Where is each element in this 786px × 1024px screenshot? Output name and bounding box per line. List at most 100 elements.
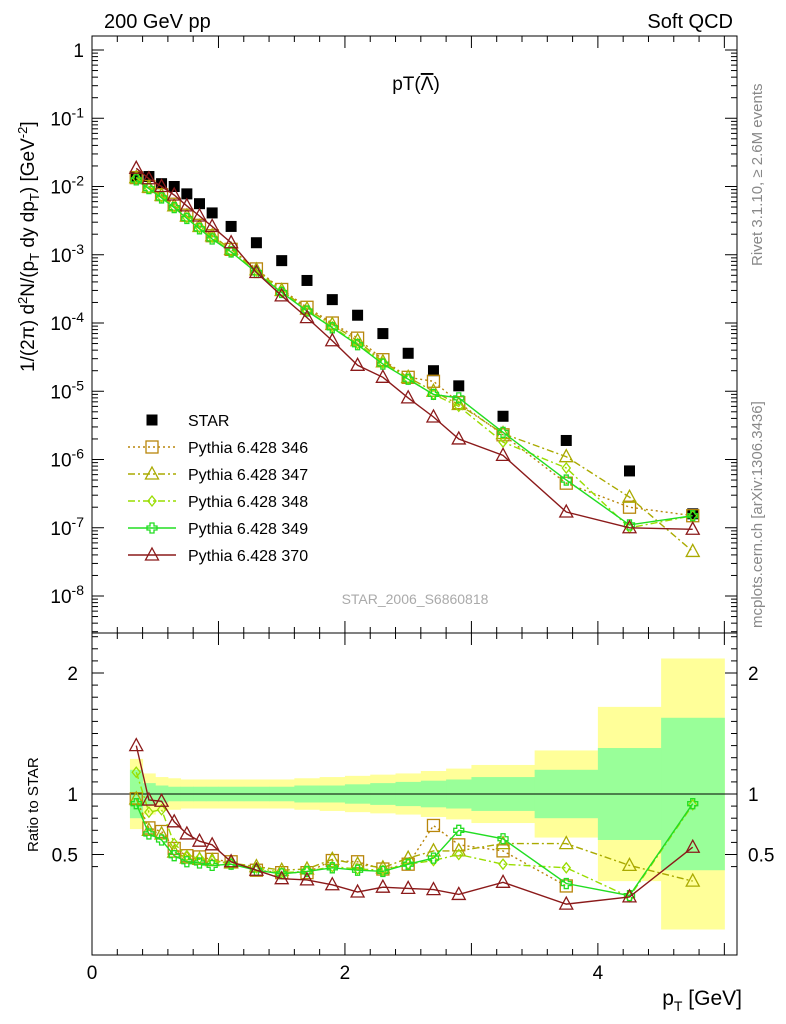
data-point (194, 198, 205, 210)
data-point (621, 519, 638, 534)
data-point (204, 218, 220, 233)
data-point (352, 309, 364, 321)
ratio-point (223, 853, 239, 868)
ratio-point (324, 850, 340, 865)
ratio-point (248, 861, 265, 876)
data-point (276, 255, 288, 267)
ratio-point (251, 861, 262, 874)
data-point (497, 410, 509, 422)
ratio-point (169, 837, 180, 850)
data-point (181, 188, 193, 200)
data-point (685, 520, 701, 535)
legend-label: Pythia 6.428 349 (188, 521, 308, 538)
data-point (453, 400, 464, 413)
ratio-y-tick-label: 0.5 (52, 846, 78, 867)
y-tick-label: 10-6 (50, 446, 84, 472)
data-point (402, 373, 414, 385)
ratio-point (685, 838, 701, 853)
y-axis-label-main: 1/(2π) d2N/(pT dy dpT) [GeV-2] (15, 121, 42, 372)
data-point (299, 309, 315, 324)
y-tick-label: 10-5 (50, 377, 84, 403)
ratio-point (621, 888, 638, 903)
data-point (560, 434, 572, 446)
ratio-point (351, 864, 364, 876)
series-line (135, 177, 694, 552)
data-point (561, 461, 572, 475)
x-axis-label: pT [GeV] (662, 987, 742, 1014)
ratio-y-tick-label-right: 1 (748, 785, 759, 806)
ratio-point (352, 862, 363, 876)
ratio-point (168, 850, 180, 862)
data-point (131, 171, 142, 184)
data-point (375, 368, 391, 383)
data-point (141, 170, 157, 185)
ratio-point (193, 857, 206, 869)
ratio-point (166, 813, 182, 828)
data-point (377, 358, 389, 370)
data-point (225, 220, 237, 232)
ratio-point (426, 818, 441, 833)
data-point (622, 500, 637, 514)
legend-entry: STAR (146, 413, 229, 430)
y-tick-label: 10-3 (50, 241, 84, 267)
data-point (191, 207, 208, 222)
ratio-point (400, 880, 416, 895)
data-point (687, 510, 699, 522)
data-point (326, 294, 338, 306)
ratio-point (248, 858, 265, 873)
ratio-point (274, 861, 290, 876)
data-point (225, 246, 237, 258)
main-plot-frame (91, 35, 738, 634)
ratio-point (143, 828, 155, 840)
data-point (301, 274, 313, 286)
legend-entry: Pythia 6.428 349 (128, 521, 308, 538)
ratio-point (181, 856, 193, 868)
ratio-series-pythia-6-428-370 (128, 737, 701, 910)
data-point (181, 212, 193, 225)
ratio-point (153, 792, 170, 807)
data-point (426, 374, 441, 388)
ratio-point (496, 844, 510, 858)
ratio-point (560, 877, 572, 890)
legend-entry: Pythia 6.428 346 (128, 440, 308, 457)
data-point (349, 332, 366, 347)
ratio-point (128, 737, 144, 752)
data-point (143, 183, 155, 195)
data-point (496, 428, 510, 442)
ratio-point (559, 879, 573, 893)
ratio-point (206, 859, 218, 872)
ratio-point (687, 798, 698, 811)
x-tick-label: 4 (593, 963, 604, 984)
legend-entry: Pythia 6.428 347 (128, 465, 308, 484)
data-point (623, 519, 636, 531)
data-point (495, 425, 511, 440)
series-pythia-6-428-370 (128, 159, 701, 535)
ratio-point (274, 870, 290, 885)
data-point (351, 339, 364, 351)
ratio-point (153, 825, 170, 840)
ratio-point (402, 858, 414, 870)
ratio-line (135, 745, 694, 905)
ratio-point (377, 865, 389, 878)
data-point (558, 448, 574, 463)
ratio-point (498, 858, 508, 871)
data-point (427, 388, 440, 401)
data-point (377, 328, 389, 340)
data-point (206, 207, 218, 219)
ratio-plot-panel: 0.5 0.5 1 1 2 2 0 2 4 (52, 632, 774, 984)
data-point (349, 356, 366, 371)
ratio-point (687, 798, 699, 810)
ratio-point (276, 866, 287, 879)
ratio-point (324, 876, 340, 891)
main-plot-panel: 110-110-210-310-410-510-610-710-8 pT(Λ) … (50, 35, 738, 634)
y-tick-label: 10-4 (50, 309, 84, 335)
legend-entry: Pythia 6.428 348 (128, 494, 308, 511)
ratio-point (425, 881, 442, 896)
y-tick-label: 10-8 (50, 582, 84, 608)
legend-label: Pythia 6.428 346 (188, 440, 308, 457)
ratio-point (497, 833, 509, 845)
ratio-y-tick-label: 1 (67, 785, 78, 806)
ratio-series-pythia-6-428-349 (130, 798, 699, 902)
legend-label: STAR (188, 413, 229, 430)
ratio-point (685, 872, 701, 887)
